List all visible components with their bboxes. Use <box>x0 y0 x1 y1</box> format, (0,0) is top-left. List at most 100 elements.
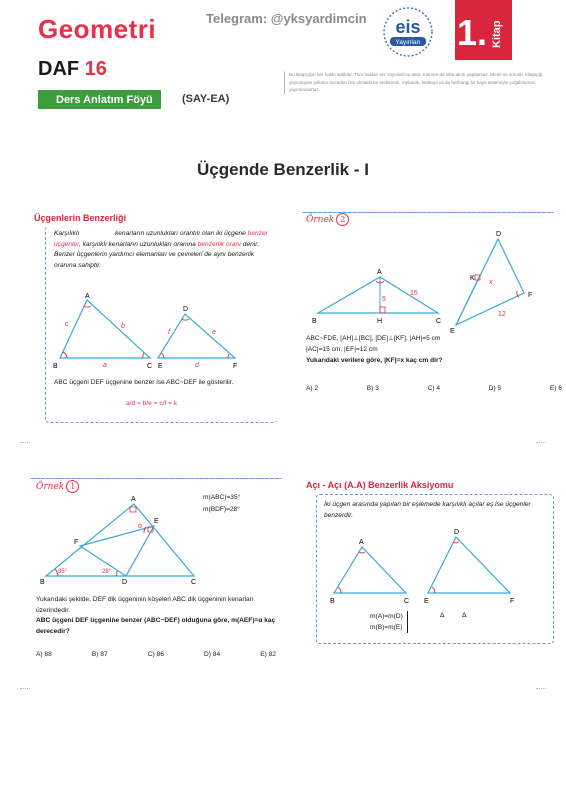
fig4-label-F: F <box>510 598 514 605</box>
fig4-label-A: A <box>359 539 364 546</box>
ornek1-text: Yukarıdaki şekilde, DEF dik üçgeninin kö… <box>36 596 254 614</box>
daf-title: DAF 16 <box>38 58 107 81</box>
fig2-label-15: 15 <box>410 290 418 297</box>
main-title: Üçgende Benzerlik - I <box>197 160 369 179</box>
fig1-label-a: a <box>103 362 107 369</box>
divider-mark <box>20 688 30 689</box>
eis-logo: eis Yayınları <box>380 6 436 58</box>
ornek1-choices: A) 88 B) 87 C) 86 D) 84 E) 82 <box>36 651 276 658</box>
ornek2-choice-c[interactable]: C) 4 <box>427 385 441 392</box>
fig2-label-D: D <box>496 231 501 238</box>
fig2-label-C: C <box>436 318 441 325</box>
fig3-label-alpha: α <box>138 523 143 530</box>
copyright-notice: Bu kitapçığın her hakkı saklıdır. Tüm ha… <box>284 71 559 94</box>
fig1-label-E: E <box>158 363 163 370</box>
ornek1-m2: m(BDF)=28° <box>203 506 240 513</box>
ornek2-choice-d[interactable]: D) 5 <box>488 385 502 392</box>
ornek2-choice-b[interactable]: B) 3 <box>366 385 379 392</box>
fig2-label-5: 5 <box>382 296 386 303</box>
say-label: (SAY-EA) <box>182 93 230 105</box>
ornek1-figure: A B C D E F α 35° 28° <box>40 496 196 585</box>
kitap-badge: 1. Kitap <box>455 0 512 60</box>
ders-label: Ders Anlatım Föyü <box>38 90 161 109</box>
fig3-label-D: D <box>122 579 127 585</box>
fig2-label-x: x <box>488 279 493 286</box>
logo-text: eis <box>395 17 420 37</box>
fig1-label-C: C <box>147 363 152 370</box>
ornek2-choice-a[interactable]: A) 2 <box>306 385 319 392</box>
ornek1-choice-b[interactable]: B) 87 <box>91 651 108 658</box>
fig1-label-f: f <box>168 329 171 336</box>
section1-figure: A B C D E F a b c d e f <box>53 293 237 370</box>
fig3-label-28: 28° <box>102 569 112 575</box>
section2-equations: m(A)=m(D) m(B)=m(E) <box>370 611 408 633</box>
ornek2-choice-e[interactable]: E) 6 <box>549 385 562 392</box>
ornek2-rule <box>302 212 554 213</box>
divider-mark <box>536 442 546 443</box>
section2-figure: A B C D E F <box>330 529 514 605</box>
fig2-label-E: E <box>450 328 455 335</box>
divider-mark <box>536 688 546 689</box>
fig1-label-F: F <box>233 363 237 370</box>
divider-mark <box>20 442 30 443</box>
fig1-label-d: d <box>195 362 200 369</box>
fig3-label-F: F <box>74 539 78 546</box>
ornek2-given1: ABC~FDE, [AH]⊥[BC], [DE]⊥[KF], |AH|=5 cm <box>306 335 441 342</box>
ornek1-label: Örnek 1 <box>36 480 80 493</box>
ornek1-choice-c[interactable]: C) 86 <box>147 651 164 658</box>
fig3-label-35: 35° <box>58 569 68 575</box>
section2-eq2: m(B)=m(E) <box>370 624 403 631</box>
kitap-number: 1. <box>457 12 487 53</box>
fig1-label-c: c <box>65 321 69 328</box>
fig4-label-B: B <box>330 598 335 605</box>
fig2-label-12: 12 <box>498 311 506 318</box>
fig1-label-e: e <box>212 329 216 336</box>
logo-sub: Yayınları <box>395 39 420 46</box>
ornek2-question: Yukarıdaki verilere göre, |KF|=x kaç cm … <box>306 357 443 364</box>
fig1-label-B: B <box>53 363 58 370</box>
kitap-label: Kitap <box>491 20 503 48</box>
fig2-label-K: K <box>470 275 475 282</box>
section1-title: Üçgenlerin Benzerliği <box>34 213 127 223</box>
fig2-label-F: F <box>528 292 532 299</box>
fig4-label-E: E <box>424 598 429 605</box>
ornek2-given2: |AC|=15 cm, |EF|=12 cm <box>306 346 378 353</box>
section1-paragraph: Karşılıklı kenarların uzunlukları orantı… <box>54 230 268 269</box>
section2-eq1: m(A)=m(D) <box>370 613 403 620</box>
ornek1-rule <box>30 478 282 479</box>
ornek1-givens: m(ABC)=35° m(BDF)=28° <box>203 492 240 516</box>
fig3-label-C: C <box>191 579 196 585</box>
fig1-label-b: b <box>121 323 125 330</box>
daf-label: DAF <box>38 58 80 80</box>
similarity-relation: ABC~DEF <box>166 379 197 386</box>
telegram-handle: Telegram: @yksyardimcin <box>206 11 367 26</box>
ornek1-choice-d[interactable]: D) 84 <box>203 651 221 658</box>
ornek2-givens: ABC~FDE, [AH]⊥[BC], [DE]⊥[KF], |AH|=5 cm… <box>306 333 556 366</box>
fig4-label-D: D <box>454 529 459 536</box>
fig1-label-A: A <box>85 293 90 300</box>
section2-text: İki üçgen arasında yapılan bir eşlemede … <box>324 501 531 519</box>
ornek2-figure: A B H C 5 15 D K x F 12 E <box>312 231 532 335</box>
fig2-label-B: B <box>312 318 317 325</box>
section2-title: Açı - Açı (A.A) Benzerlik Aksiyomu <box>306 480 454 490</box>
fig1-label-D: D <box>183 306 188 313</box>
section2-box <box>316 494 554 644</box>
fig3-label-E: E <box>154 518 159 525</box>
ornek1-choice-a[interactable]: A) 88 <box>36 651 52 658</box>
ornek2-choices: A) 2 B) 3 C) 4 D) 5 E) 6 <box>306 385 562 392</box>
section1-bottom: ABC üçgeni DEF üçgenine benzer ise ABC~D… <box>54 379 234 386</box>
ornek1-choice-e[interactable]: E) 82 <box>260 651 276 658</box>
section2-relation: Δ Δ <box>440 612 467 619</box>
daf-number: 16 <box>84 58 107 80</box>
fig3-label-A: A <box>131 496 136 503</box>
ratio-formula: a/d = b/e = c/f = k <box>126 400 178 407</box>
ornek1-question: ABC üçgeni DEF üçgenine benzer (ABC~DEF)… <box>36 617 276 635</box>
fig2-label-H: H <box>377 318 382 325</box>
fig2-label-A: A <box>377 269 382 276</box>
fig3-label-B: B <box>40 579 45 585</box>
ornek2-label: Örnek 2 <box>306 213 350 226</box>
fig4-label-C: C <box>404 598 409 605</box>
subject-title: Geometri <box>38 14 157 44</box>
ornek1-m1: m(ABC)=35° <box>203 494 241 501</box>
section1-box <box>45 226 277 423</box>
